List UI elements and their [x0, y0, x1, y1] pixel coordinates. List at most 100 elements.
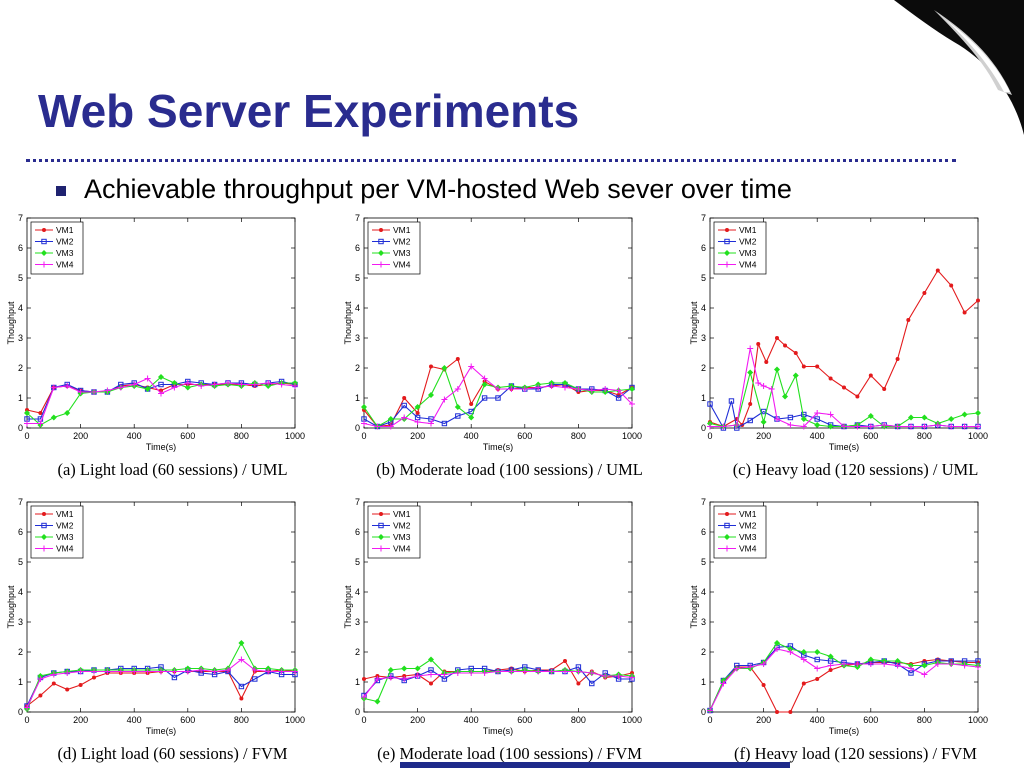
data-point [211, 381, 218, 388]
data-point [747, 664, 754, 670]
legend-marker [41, 250, 47, 256]
data-point [761, 683, 766, 687]
data-point [814, 649, 821, 655]
legend-label: VM1 [393, 225, 411, 235]
data-point [615, 673, 622, 679]
x-tick-label: 200 [756, 431, 771, 441]
y-tick-label: 2 [355, 363, 360, 373]
data-point [158, 381, 164, 388]
data-point [948, 423, 955, 430]
y-tick-label: 4 [701, 587, 706, 597]
y-tick-label: 6 [701, 243, 706, 253]
x-tick-label: 0 [707, 431, 712, 441]
data-point [92, 675, 96, 680]
y-tick-label: 0 [701, 707, 706, 717]
chart-panel-d: 0 1 2 3 4 5 6 7 0 200 400 600 800 1000 Time(s) Thoughpu… [0, 492, 345, 777]
y-tick-label: 6 [18, 527, 23, 537]
data-point [774, 366, 780, 373]
data-point [428, 671, 434, 678]
chart-caption-b: (b) Moderate load (100 sessions) / UML [376, 460, 643, 479]
legend-marker [378, 522, 384, 529]
data-point [292, 383, 298, 389]
y-tick-label: 5 [701, 273, 706, 283]
y-tick-label: 6 [355, 527, 360, 537]
chart-panel-b: 0 1 2 3 4 5 6 7 0 200 400 600 800 1000 Time(s) Thoughpu… [337, 208, 682, 493]
series-vm3 [707, 366, 981, 430]
legend-marker [724, 238, 730, 245]
legend-label: VM2 [393, 237, 411, 247]
data-point [760, 419, 767, 425]
y-tick-label: 3 [701, 617, 706, 627]
data-point [760, 661, 767, 667]
data-point [629, 674, 635, 681]
series-vm4 [361, 363, 635, 430]
legend-label: VM4 [56, 544, 74, 554]
x-tick-label: 800 [571, 431, 586, 441]
x-tick-label: 200 [410, 715, 425, 725]
data-point [800, 416, 807, 422]
y-tick-label: 1 [18, 393, 23, 403]
data-point [562, 384, 568, 391]
data-point [922, 659, 927, 663]
data-point [495, 668, 501, 675]
legend-label: VM1 [739, 509, 757, 519]
y-tick-label: 7 [18, 497, 23, 507]
chart-caption-a: (a) Light load (60 sessions) / UML [57, 460, 288, 479]
legend-marker [724, 261, 730, 268]
data-point [733, 422, 740, 428]
x-tick-label: 400 [127, 431, 142, 441]
data-point [783, 343, 788, 348]
chart-caption-c: (c) Heavy load (120 sessions) / UML [732, 460, 979, 479]
data-point [787, 422, 794, 428]
data-point [414, 665, 421, 672]
data-point [976, 298, 980, 303]
y-tick-label: 2 [355, 647, 360, 657]
data-point [575, 386, 582, 392]
bottom-decoration-strip [400, 762, 790, 768]
legend-label: VM1 [56, 509, 74, 519]
y-tick-label: 4 [355, 303, 360, 313]
data-point [815, 364, 820, 369]
data-point [774, 640, 780, 646]
legend-marker [42, 228, 46, 232]
y-tick-label: 0 [355, 707, 360, 717]
data-point [104, 387, 111, 394]
y-tick-label: 6 [355, 243, 360, 253]
legend-marker [41, 261, 47, 268]
legend-label: VM1 [739, 225, 757, 235]
data-point [602, 386, 609, 392]
y-tick-label: 4 [18, 303, 23, 313]
data-point [707, 707, 713, 714]
x-tick-label: 1000 [968, 431, 988, 441]
y-tick-label: 3 [355, 333, 360, 343]
x-axis-label: Time(s) [146, 726, 176, 736]
data-point [64, 670, 71, 676]
data-point [775, 710, 779, 714]
data-point [441, 365, 448, 371]
data-point [629, 386, 635, 392]
legend-label: VM2 [56, 521, 74, 531]
data-point [855, 394, 860, 399]
legend-box [367, 221, 421, 275]
data-point [238, 656, 245, 663]
data-point [935, 268, 940, 273]
data-point [117, 384, 124, 391]
y-tick-label: 7 [701, 497, 706, 507]
data-point [428, 392, 434, 398]
y-axis-label: Thoughput [6, 585, 16, 629]
data-point [362, 677, 366, 681]
legend-marker [41, 238, 47, 245]
legend-label: VM2 [56, 237, 74, 247]
data-point [91, 668, 97, 675]
x-axis-label: Time(s) [829, 442, 859, 452]
y-tick-label: 1 [355, 677, 360, 687]
y-tick-label: 0 [18, 707, 23, 717]
square-bullet-icon [56, 186, 66, 196]
data-point [481, 670, 488, 676]
data-point [521, 668, 528, 675]
data-point [454, 404, 461, 410]
legend-marker [724, 522, 730, 529]
data-point [921, 662, 928, 669]
data-point [211, 668, 218, 675]
data-point [374, 423, 381, 430]
